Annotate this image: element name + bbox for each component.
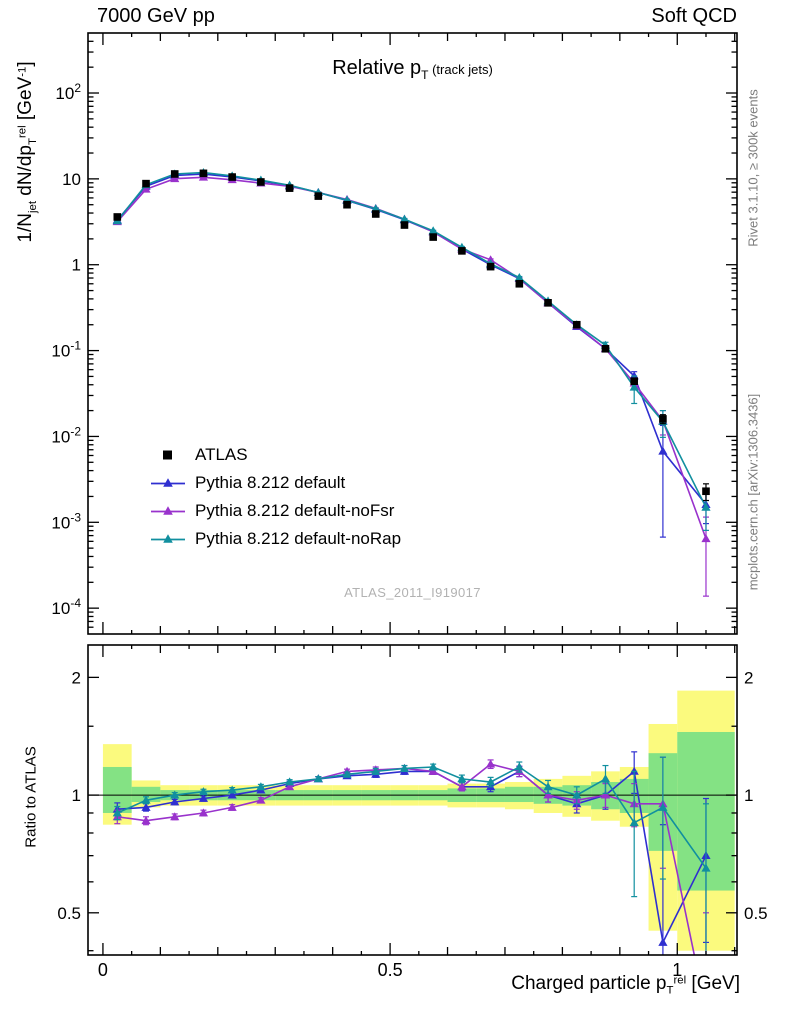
rivet-version-note: Rivet 3.1.10, ≥ 300k events <box>745 89 761 247</box>
svg-text:10-2: 10-2 <box>51 424 81 446</box>
ratio-series-pythia-8-212-default-norap <box>112 756 711 955</box>
mc-line-triangle-marker-icon <box>151 534 185 543</box>
mc-line-triangle-marker-icon <box>151 506 185 515</box>
ratio-y-axis-label: Ratio to ATLAS <box>22 746 40 848</box>
legend-item: ATLAS <box>150 441 401 469</box>
mcplots-reference-note: mcplots.cern.ch [arXiv:1306.3436] <box>745 393 761 591</box>
svg-text:0: 0 <box>98 960 108 980</box>
ratio-uncertainty-bands <box>102 690 735 951</box>
axis-tick-labels: 102 10 1 10-1 10-2 10-3 10-4 2 2 1 1 0.5 0.5 0 0.5 1 <box>51 81 767 980</box>
legend-item: Pythia 8.212 default <box>150 469 401 497</box>
svg-text:10-1: 10-1 <box>51 339 81 361</box>
main-frame <box>87 32 738 635</box>
svg-text:10: 10 <box>62 170 81 189</box>
svg-text:0.5: 0.5 <box>378 960 403 980</box>
beam-info-label: 7000 GeV pp <box>97 5 215 27</box>
main-y-axis-label: 1/Njet dN/dpTrel [GeV-1] <box>15 61 39 243</box>
ratio-frame <box>87 644 738 956</box>
legend-label: Pythia 8.212 default <box>195 473 346 492</box>
svg-text:2: 2 <box>72 668 81 687</box>
data-square-marker-icon <box>163 450 172 460</box>
svg-text:1: 1 <box>672 960 682 980</box>
legend-label: ATLAS <box>195 445 248 464</box>
svg-text:102: 102 <box>55 81 81 103</box>
svg-text:1: 1 <box>744 786 753 805</box>
svg-text:1: 1 <box>72 786 81 805</box>
svg-text:1: 1 <box>72 256 81 275</box>
svg-text:0.5: 0.5 <box>744 904 768 923</box>
svg-text:2: 2 <box>744 668 753 687</box>
svg-text:10-3: 10-3 <box>51 510 81 532</box>
analysis-id-watermark: ATLAS_2011_I919017 <box>344 585 481 600</box>
plot-title: Relative pT (track jets) <box>332 57 493 82</box>
mc-line-triangle-marker-icon <box>151 478 185 487</box>
x-axis-label: Charged particle pTrel [GeV] <box>511 973 740 997</box>
legend-item: Pythia 8.212 default-noFsr <box>150 497 401 525</box>
process-group-label: Soft QCD <box>651 5 737 27</box>
atlas-data-points <box>113 169 710 502</box>
legend-item: Pythia 8.212 default-noRap <box>150 525 401 553</box>
svg-text:0.5: 0.5 <box>57 904 81 923</box>
legend-label: Pythia 8.212 default-noRap <box>195 529 402 548</box>
legend-label: Pythia 8.212 default-noFsr <box>195 501 395 520</box>
legend: ATLAS Pythia 8.212 default Pythia 8.212 de… <box>150 441 401 553</box>
axis-ticks <box>88 33 737 955</box>
svg-text:10-4: 10-4 <box>51 596 81 618</box>
